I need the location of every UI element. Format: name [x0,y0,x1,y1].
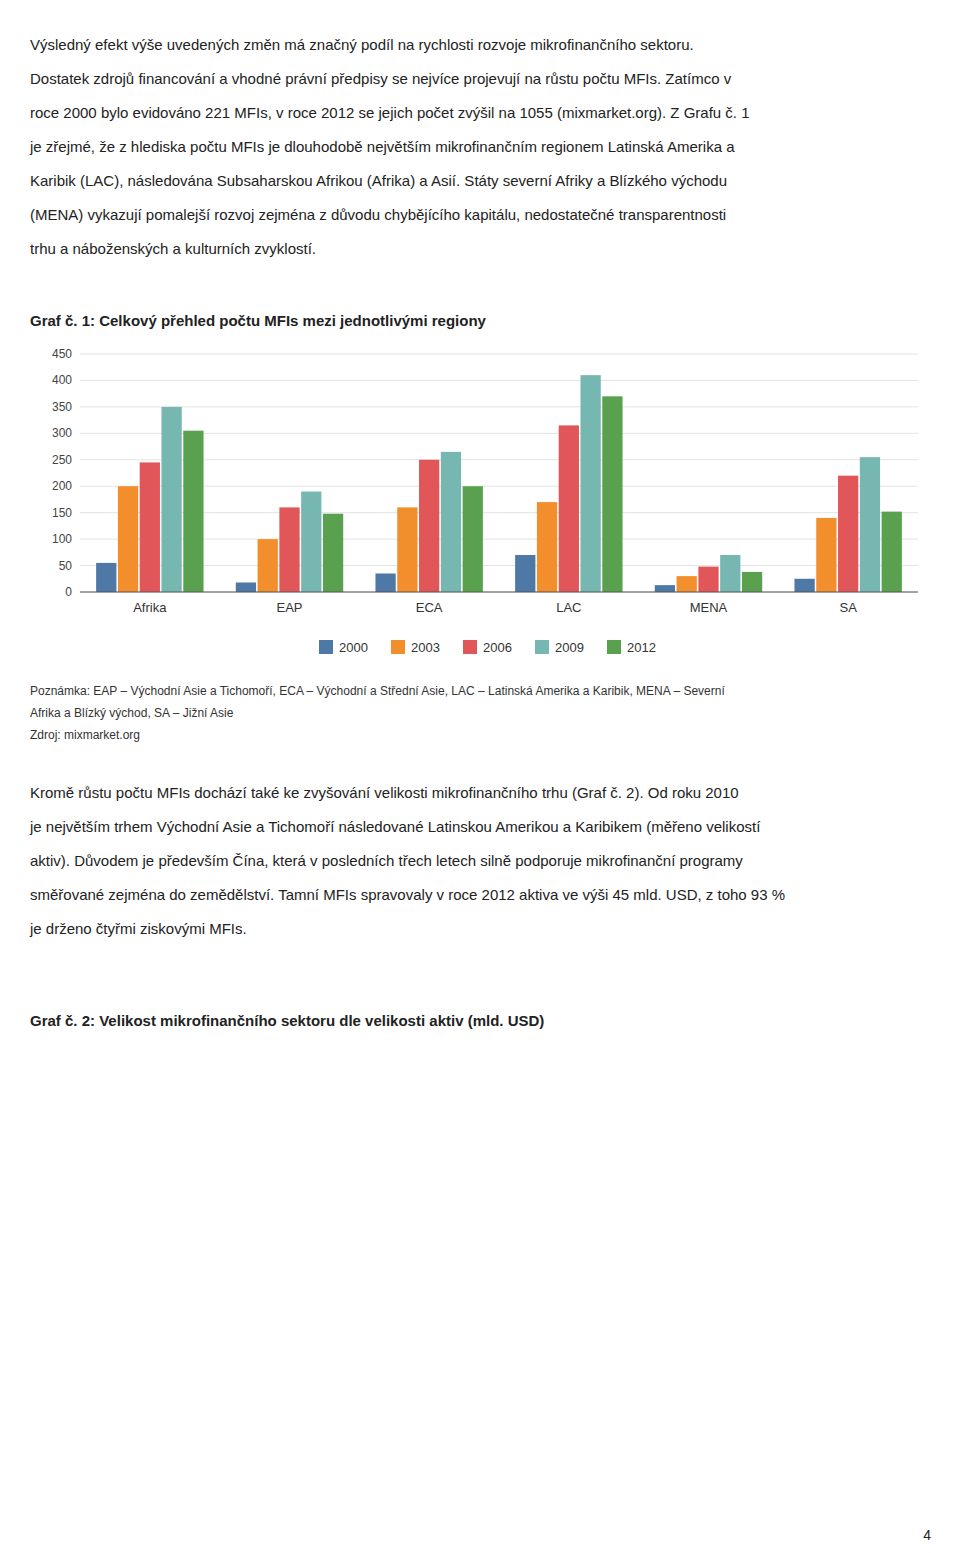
y-tick-label: 400 [52,373,72,387]
bar [375,573,395,592]
bar [161,407,181,592]
bar [419,460,439,592]
y-tick-label: 200 [52,479,72,493]
x-tick-label: SA [839,600,857,615]
bar [742,572,762,592]
x-tick-label: EAP [276,600,302,615]
bar [258,539,278,592]
page-number: 4 [923,1527,931,1543]
bar [698,567,718,592]
grid-line [80,459,918,460]
y-tick-label: 450 [52,347,72,361]
x-tick-label: ECA [416,600,443,615]
grid-line [80,354,918,355]
paragraph-line: je drženo čtyřmi ziskovými MFIs. [30,912,930,946]
bar [794,579,814,592]
bar [882,512,902,592]
note-line: Afrika a Blízký východ, SA – Jižní Asie [30,702,930,724]
grid-line [80,433,918,434]
y-tick-label: 150 [52,506,72,520]
x-tick-label: LAC [556,600,581,615]
grid-line [80,486,918,487]
legend-label: 2012 [627,640,656,655]
note-line: Poznámka: EAP – Východní Asie a Tichomoř… [30,680,930,702]
chart-svg: 0 50 100 150 200 250 300 350 400 450 Afrika EAP ECA L… [30,342,930,672]
chart-2-title: Graf č. 2: Velikost mikrofinančního sekt… [30,1006,930,1036]
bar [397,507,417,592]
bar [816,518,836,592]
chart: 0 50 100 150 200 250 300 350 400 450 Afrika EAP ECA L… [30,342,930,676]
bar [301,492,321,592]
x-tick-label: Afrika [133,600,167,615]
bar [441,452,461,592]
x-tick-label: MENA [690,600,728,615]
y-tick-label: 350 [52,400,72,414]
legend-label: 2006 [483,640,512,655]
legend-swatch [391,640,405,654]
y-tick-label: 300 [52,426,72,440]
bar [838,476,858,592]
paragraph-2: Kromě růstu počtu MFIs dochází také ke z… [30,776,930,946]
legend-label: 2000 [339,640,368,655]
bar [118,486,138,592]
legend-swatch [535,640,549,654]
paragraph-line: Karibik (LAC), následována Subsaharskou … [30,164,930,198]
paragraph-line: trhu a náboženských a kulturních zvyklos… [30,232,930,266]
bar [140,462,160,592]
bar [720,555,740,592]
chart-title: Graf č. 1: Celkový přehled počtu MFIs me… [30,306,930,336]
bar [463,486,483,592]
grid-line [80,539,918,540]
y-tick-label: 0 [65,585,72,599]
page: Výsledný efekt výše uvedených změn má zn… [30,28,930,1036]
note-line: Zdroj: mixmarket.org [30,724,930,746]
paragraph-line: roce 2000 bylo evidováno 221 MFIs, v roc… [30,96,930,130]
legend-swatch [607,640,621,654]
bar [580,375,600,592]
paragraph-line: je zřejmé, že z hlediska počtu MFIs je d… [30,130,930,164]
bar [559,425,579,592]
paragraph-line: aktiv). Důvodem je především Čína, která… [30,844,930,878]
note-block: Poznámka: EAP – Východní Asie a Tichomoř… [30,680,930,746]
legend-label: 2003 [411,640,440,655]
paragraph-line: směřované zejména do zemědělství. Tamní … [30,878,930,912]
bar [279,507,299,592]
y-tick-label: 100 [52,532,72,546]
y-tick-label: 50 [59,559,73,573]
grid-line [80,406,918,407]
legend-swatch [463,640,477,654]
bar [183,431,203,592]
bar [655,585,675,592]
paragraph-line: (MENA) vykazují pomalejší rozvoj zejména… [30,198,930,232]
bar [860,457,880,592]
paragraph-line: Dostatek zdrojů financování a vhodné prá… [30,62,930,96]
bars [96,375,902,592]
grid-line [80,565,918,566]
bar [537,502,557,592]
grid-line [80,512,918,513]
legend: 2000 2003 2006 2009 2012 [319,640,656,655]
grid-line [80,592,918,593]
paragraph-line: Kromě růstu počtu MFIs dochází také ke z… [30,776,930,810]
bar [323,514,343,592]
y-tick-label: 250 [52,453,72,467]
bar [677,576,697,592]
bar [602,396,622,592]
paragraph-line: je největším trhem Východní Asie a Ticho… [30,810,930,844]
grid-line [80,380,918,381]
bar [236,582,256,592]
paragraph-line: Výsledný efekt výše uvedených změn má zn… [30,28,930,62]
bar [96,563,116,592]
bar [515,555,535,592]
x-axis-line [80,592,918,593]
grid [80,354,918,592]
legend-swatch [319,640,333,654]
legend-label: 2009 [555,640,584,655]
